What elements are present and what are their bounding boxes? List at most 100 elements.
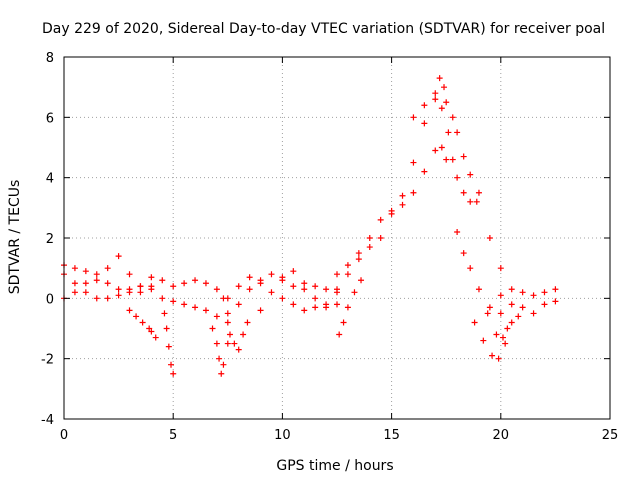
data-point [231,340,238,347]
data-point [377,216,384,223]
data-point [454,129,461,136]
data-point [268,289,275,296]
data-point [220,361,227,368]
x-tick-label: 10 [274,428,291,443]
data-point [323,286,330,293]
data-point [218,370,225,377]
data-point [181,280,188,287]
data-point [159,295,166,302]
data-point [152,334,159,341]
data-point [290,283,297,290]
data-point [213,286,220,293]
data-point [312,295,319,302]
data-point [475,189,482,196]
data-point [244,319,251,326]
data-point [290,301,297,308]
data-point [170,298,177,305]
data-point [279,277,286,284]
data-point [235,283,242,290]
data-point [515,313,522,320]
data-point [344,262,351,269]
series-track-r [454,228,509,347]
data-point [530,292,537,299]
x-tick-label: 15 [383,428,400,443]
data-point [399,192,406,199]
data-point [519,304,526,311]
data-point [460,250,467,257]
data-point [159,277,166,284]
data-point [93,271,100,278]
series-track-o [336,277,365,338]
series-track-s [471,319,502,362]
data-point [467,198,474,205]
grid-lines [64,57,610,419]
data-point [445,129,452,136]
data-point [410,114,417,121]
data-point [471,319,478,326]
data-point [432,147,439,154]
data-point [344,271,351,278]
data-point [484,310,491,317]
data-point [552,286,559,293]
series-track-d [126,307,159,341]
series-track-h [209,325,231,377]
series-track-m [334,75,448,278]
data-point [344,304,351,311]
data-point [148,274,155,281]
data-point [366,235,373,241]
x-tick-label: 0 [60,428,68,443]
data-point [312,304,319,311]
data-point [334,286,340,293]
data-point [340,319,347,326]
y-tick-label: 2 [46,232,54,247]
data-point [436,75,443,82]
data-point [323,304,330,311]
data-point [449,156,456,163]
series-track-i [224,271,340,317]
data-point [148,283,155,290]
data-point [449,114,456,121]
data-point [421,168,428,175]
data-point [126,307,133,314]
data-point [170,283,177,290]
data-point [279,295,286,302]
y-tick-label: 0 [46,292,54,307]
y-tick-label: -4 [41,413,54,428]
data-point [224,340,231,347]
data-point [355,250,362,257]
data-point [432,96,439,103]
data-point [508,301,515,308]
series-track-f [159,295,231,326]
data-point [486,304,493,311]
data-point [301,286,308,293]
data-point [334,301,340,308]
data-point [493,331,500,338]
data-point [104,280,111,287]
data-point [246,286,253,293]
data-point [224,319,231,326]
data-point [71,265,78,272]
data-point [181,301,188,308]
data-point [139,319,146,326]
data-point [71,280,78,287]
data-point [541,289,548,296]
data-point [246,274,253,281]
data-point [421,102,428,109]
data-point [240,331,247,338]
chart-title: Day 229 of 2020, Sidereal Day-to-day VTE… [42,21,605,37]
data-point [148,328,155,335]
y-tick-label: 6 [46,111,54,126]
data-point [115,253,122,260]
data-point [301,307,308,314]
data-point [399,201,406,208]
data-point [438,144,445,151]
axis-ticks: 0 5 10 15 20 25 -4 -2 0 2 4 6 8 [41,51,618,443]
data-point [82,289,89,296]
data-point [93,295,100,302]
data-point [460,189,467,196]
data-point [202,307,209,314]
data-point [163,325,170,332]
data-point [235,346,242,353]
data-point [410,189,417,196]
